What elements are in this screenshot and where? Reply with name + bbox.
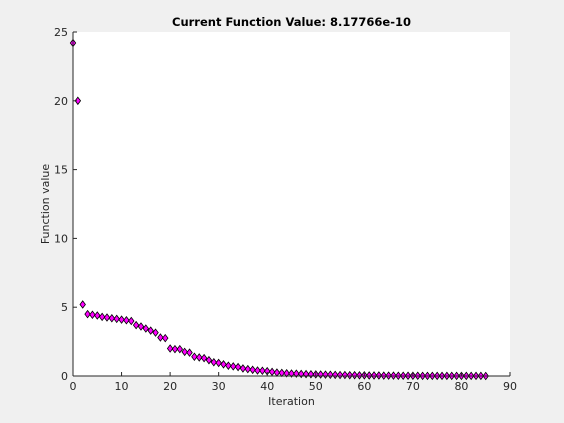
x-axis-ticks: 0 10 20 30 40 50 60 70 80 90 <box>70 372 517 393</box>
y-axis-label: Function value <box>39 164 52 245</box>
data-point-marker <box>293 369 300 378</box>
data-point-marker <box>191 352 198 362</box>
data-point-marker <box>215 358 222 368</box>
data-point-marker <box>327 370 334 380</box>
data-point-marker <box>166 344 174 353</box>
data-point-marker <box>239 364 247 373</box>
x-tick-label: 0 <box>70 380 77 393</box>
axes-background <box>73 32 510 376</box>
data-point-marker <box>147 326 154 335</box>
data-point-marker <box>171 344 179 354</box>
data-point-marker <box>375 371 383 380</box>
x-tick-label: 70 <box>406 380 420 393</box>
y-tick-label: 25 <box>54 26 68 39</box>
x-tick-label: 60 <box>357 380 371 393</box>
chart-title: Current Function Value: 8.17766e-10 <box>172 15 411 29</box>
data-point-marker <box>79 300 86 309</box>
data-point-marker <box>249 365 256 375</box>
data-point-marker <box>186 348 193 357</box>
x-tick-label: 20 <box>163 380 177 393</box>
data-point-marker <box>181 347 188 357</box>
data-point-marker <box>74 96 82 106</box>
y-tick-label: 20 <box>54 95 68 108</box>
y-tick-label: 10 <box>54 232 68 245</box>
data-point-marker <box>356 371 363 380</box>
data-point-marker <box>123 316 130 325</box>
data-point-marker <box>244 364 251 374</box>
data-point-marker <box>336 370 344 380</box>
data-point-marker <box>259 366 266 376</box>
axes-box <box>72 32 510 377</box>
data-point-marker <box>288 369 295 378</box>
x-tick-label: 30 <box>212 380 226 393</box>
data-point-marker <box>113 314 120 324</box>
data-point-marker <box>225 361 232 370</box>
data-point-marker <box>370 371 378 380</box>
data-point-marker <box>84 309 91 319</box>
data-point-marker <box>268 367 276 377</box>
data-point-marker <box>283 368 290 378</box>
data-point-marker <box>108 313 116 323</box>
x-tick-label: 90 <box>503 380 517 393</box>
data-point-marker <box>157 333 164 342</box>
x-tick-label: 80 <box>454 380 468 393</box>
data-point-marker <box>230 362 237 371</box>
data-point-marker <box>152 328 159 337</box>
y-axis-ticks: 0 5 10 15 20 25 <box>54 26 77 383</box>
data-point-marker <box>196 353 203 362</box>
data-point-marker <box>365 371 373 380</box>
data-point-marker <box>118 315 125 324</box>
data-point-marker <box>162 333 169 343</box>
data-point-marker <box>128 316 135 326</box>
y-tick-label: 0 <box>61 370 68 383</box>
data-point-marker <box>137 322 145 331</box>
data-markers <box>69 38 489 381</box>
data-point-marker <box>98 312 106 322</box>
data-point-marker <box>346 370 353 380</box>
data-point-marker <box>94 311 101 320</box>
data-point-marker <box>317 370 324 379</box>
data-point-marker <box>176 344 184 354</box>
y-tick-label: 5 <box>61 301 68 314</box>
data-point-marker <box>210 357 218 367</box>
data-point-marker <box>142 324 150 333</box>
data-point-marker <box>220 360 227 369</box>
data-point-marker <box>254 366 261 375</box>
data-point-marker <box>322 370 329 379</box>
data-point-marker <box>205 355 213 365</box>
data-point-marker <box>234 362 242 372</box>
data-point-marker <box>103 313 111 322</box>
x-axis-label: Iteration <box>268 395 315 408</box>
data-point-marker <box>89 310 96 320</box>
x-tick-label: 40 <box>260 380 274 393</box>
data-point-marker <box>200 353 208 363</box>
x-tick-label: 10 <box>115 380 129 393</box>
y-tick-label: 15 <box>54 164 68 177</box>
data-point-marker <box>341 370 349 380</box>
data-point-marker <box>132 320 140 330</box>
data-point-marker <box>351 370 358 380</box>
x-tick-label: 50 <box>309 380 323 393</box>
data-point-marker <box>331 370 339 380</box>
